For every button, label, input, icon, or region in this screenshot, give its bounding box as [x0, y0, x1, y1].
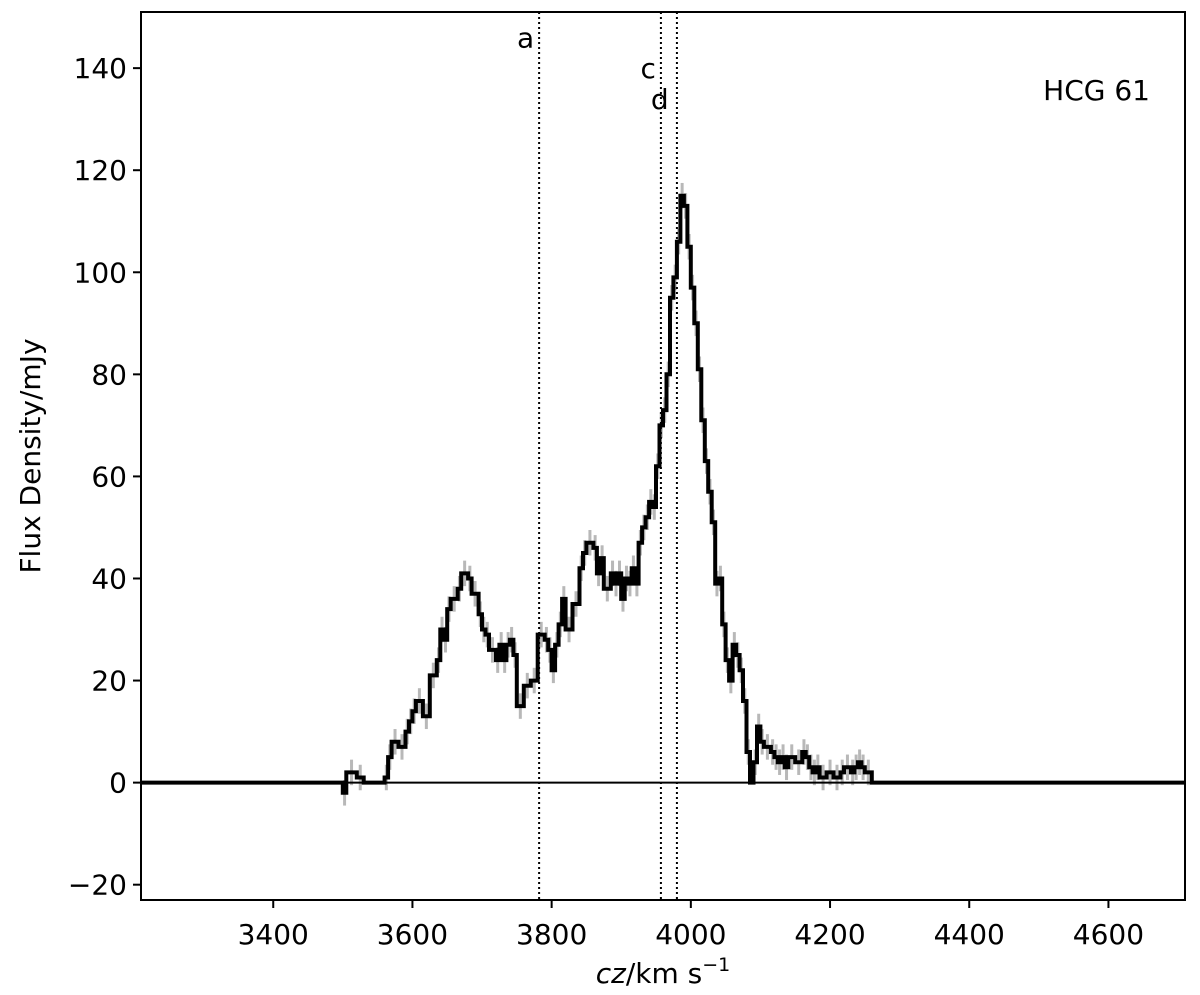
y-tick-label: 0: [109, 767, 127, 800]
vline-label-c: c: [641, 52, 656, 85]
x-tick-label: 4000: [655, 918, 726, 951]
x-axis-label: cz/km s−1: [596, 954, 731, 990]
vline-label-d: d: [651, 83, 669, 116]
plot-frame: [140, 11, 1186, 901]
x-axis-ticks: 3400 3600 3800 4000 4200 4400 4600: [238, 900, 1144, 951]
y-tick-label: 20: [91, 665, 127, 698]
y-tick-label: 60: [91, 460, 127, 493]
y-tick-label: 80: [91, 358, 127, 391]
y-tick-label: 140: [74, 52, 127, 85]
reference-lines: [538, 12, 678, 900]
x-tick-label: 4400: [934, 918, 1005, 951]
flux-series: [141, 193, 1185, 795]
y-tick-label: 120: [74, 154, 127, 187]
x-tick-label: 3600: [377, 918, 448, 951]
vline-label-a: a: [517, 22, 534, 55]
y-tick-label: −20: [68, 869, 127, 902]
y-axis-label: Flux Density/mJy: [14, 338, 47, 573]
reference-line-labels: a cd: [517, 22, 669, 116]
flux-step-line: [141, 193, 1185, 795]
x-tick-label: 4600: [1073, 918, 1144, 951]
x-tick-label: 3800: [516, 918, 587, 951]
y-axis-ticks: −20 0 20 40 60 80 100 120 140: [68, 52, 141, 902]
y-tick-label: 40: [91, 562, 127, 595]
x-tick-label: 3400: [238, 918, 309, 951]
y-tick-label: 100: [74, 256, 127, 289]
x-tick-label: 4200: [794, 918, 865, 951]
annotation-hcg61: HCG 61: [1043, 74, 1150, 107]
